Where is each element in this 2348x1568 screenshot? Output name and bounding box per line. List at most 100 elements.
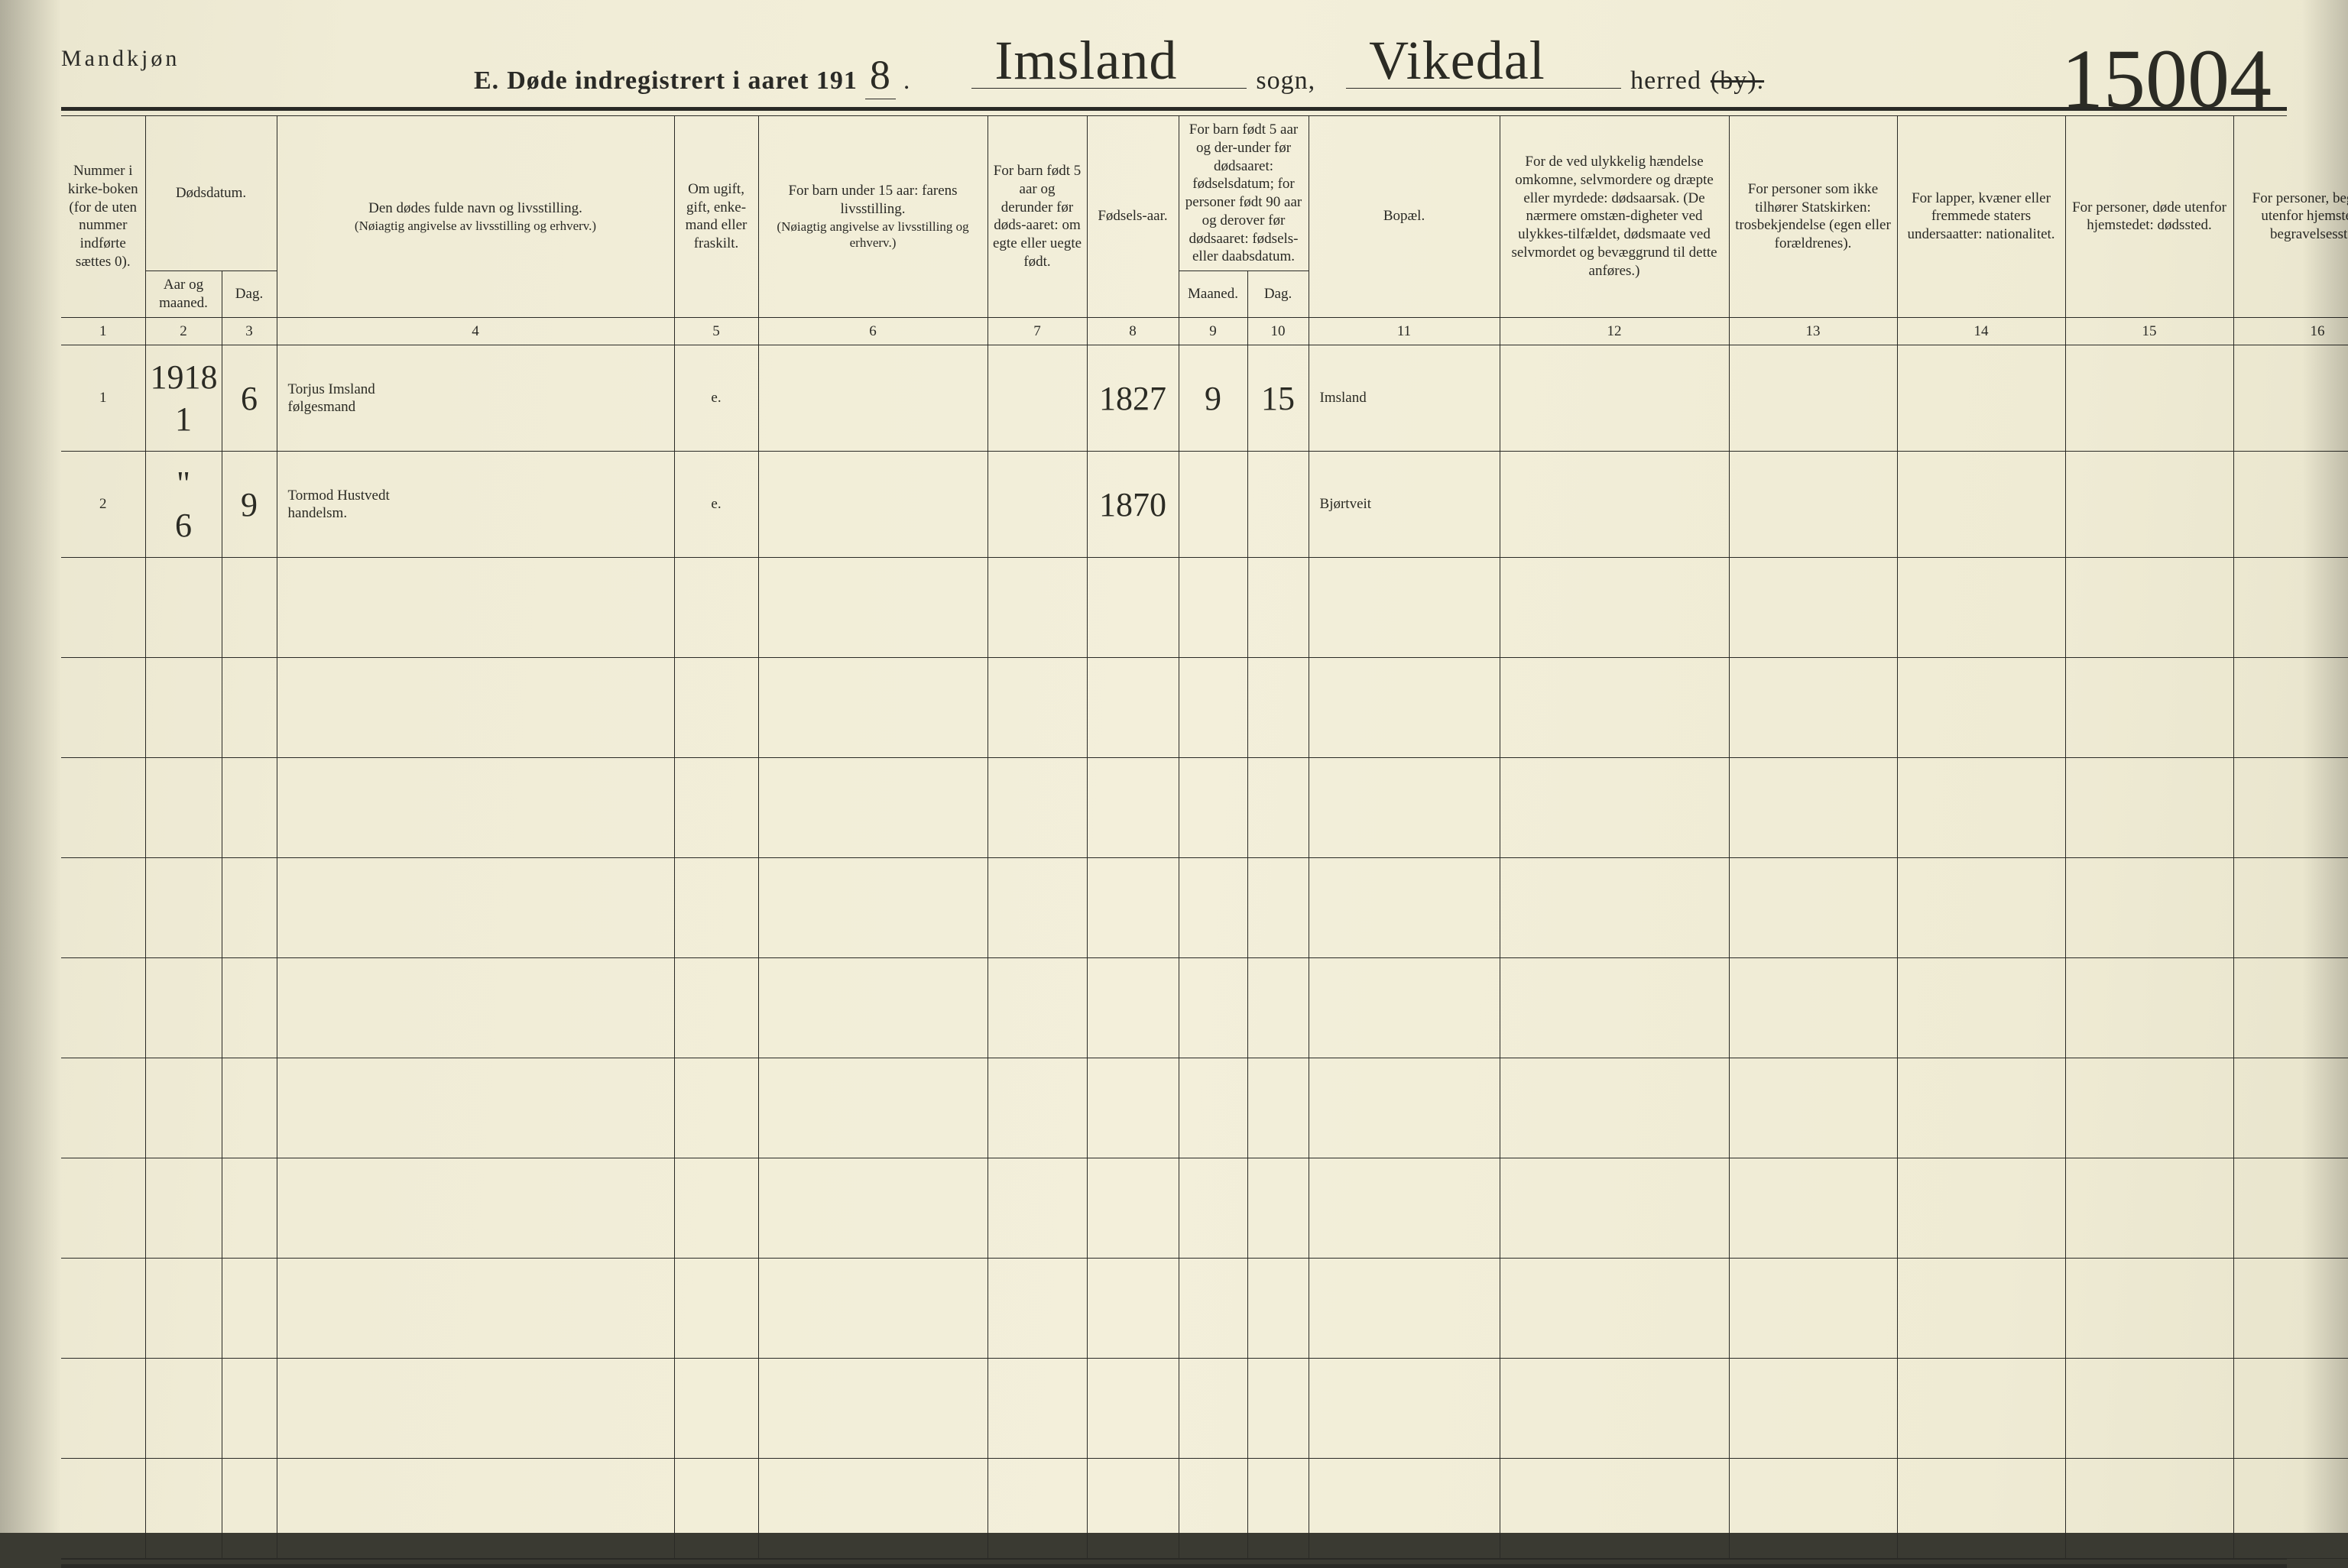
empty-cell [758, 858, 988, 958]
empty-cell [61, 658, 145, 758]
cell-name: Torjus Imslandfølgesmand [277, 345, 674, 452]
cell-burialplace [2233, 345, 2348, 452]
herred-field: Vikedal [1346, 50, 1621, 89]
empty-cell [1087, 758, 1179, 858]
cell-birth-month: 9 [1179, 345, 1247, 452]
gender-heading: Mandkjøn [61, 46, 180, 72]
cell-father [758, 452, 988, 558]
empty-cell [145, 1259, 222, 1359]
herred-struck: (by). [1711, 66, 1764, 96]
empty-cell [988, 658, 1087, 758]
empty-cell [1729, 758, 1897, 858]
page-number: 15004 [2061, 31, 2272, 128]
empty-cell [277, 1259, 674, 1359]
empty-cell [1087, 1259, 1179, 1359]
column-number: 11 [1309, 317, 1500, 345]
cell-faith [1729, 345, 1897, 452]
empty-cell [1309, 1158, 1500, 1259]
empty-cell [758, 1058, 988, 1158]
empty-cell [2233, 1359, 2348, 1459]
h-col6: For barn under 15 aar: farens livsstilli… [758, 116, 988, 317]
table-body: 1191816Torjus Imslandfølgesmande.1827915… [61, 345, 2348, 1559]
empty-cell [2233, 758, 2348, 858]
empty-cell [1729, 558, 1897, 658]
empty-cell [1247, 958, 1309, 1058]
empty-cell [61, 1259, 145, 1359]
empty-cell [2065, 1158, 2233, 1259]
column-number: 6 [758, 317, 988, 345]
table-row [61, 758, 2348, 858]
empty-cell [1087, 1459, 1179, 1559]
empty-cell [61, 858, 145, 958]
empty-cell [222, 958, 277, 1058]
empty-cell [1087, 1359, 1179, 1459]
empty-cell [758, 558, 988, 658]
empty-cell [1897, 1259, 2065, 1359]
empty-cell [674, 1359, 758, 1459]
herred-group: Vikedal herred (by). [1346, 50, 1764, 96]
column-number: 3 [222, 317, 277, 345]
cell-deathplace [2065, 345, 2233, 452]
bottom-thick-rule [61, 1564, 2287, 1568]
empty-cell [145, 558, 222, 658]
empty-cell [145, 1158, 222, 1259]
h-col15: For personer, døde utenfor hjemstedet: d… [2065, 116, 2233, 317]
empty-cell [1309, 958, 1500, 1058]
column-number: 2 [145, 317, 222, 345]
empty-cell [1729, 1459, 1897, 1559]
cell-nationality [1897, 345, 2065, 452]
empty-cell [1179, 1058, 1247, 1158]
empty-cell [674, 558, 758, 658]
empty-cell [2065, 558, 2233, 658]
column-number: 12 [1500, 317, 1729, 345]
h-col2-top: Dødsdatum. [145, 116, 277, 271]
cell-burialplace [2233, 452, 2348, 558]
cell-num: 1 [61, 345, 145, 452]
empty-cell [222, 1058, 277, 1158]
column-number: 10 [1247, 317, 1309, 345]
empty-cell [1500, 558, 1729, 658]
empty-cell [145, 858, 222, 958]
column-number: 16 [2233, 317, 2348, 345]
empty-cell [1897, 858, 2065, 958]
empty-cell [1247, 658, 1309, 758]
empty-cell [988, 758, 1087, 858]
cell-day: 6 [222, 345, 277, 452]
h-col6a: For barn under 15 aar: farens livsstilli… [764, 182, 983, 219]
empty-cell [277, 658, 674, 758]
sogn-value: Imsland [994, 29, 1177, 92]
empty-cell [758, 1459, 988, 1559]
empty-cell [1729, 658, 1897, 758]
empty-cell [277, 1158, 674, 1259]
empty-cell [1729, 1259, 1897, 1359]
h-col11: Bopæl. [1309, 116, 1500, 317]
cell-birth-day [1247, 452, 1309, 558]
year-suffix: 8 [865, 51, 896, 99]
empty-cell [1500, 858, 1729, 958]
empty-cell [1087, 1058, 1179, 1158]
empty-cell [1179, 1459, 1247, 1559]
sogn-field: Imsland [971, 50, 1247, 89]
empty-cell [1309, 758, 1500, 858]
empty-cell [988, 1259, 1087, 1359]
table-row [61, 1058, 2348, 1158]
cell-nationality [1897, 452, 2065, 558]
cell-num: 2 [61, 452, 145, 558]
empty-cell [61, 1158, 145, 1259]
cell-faith [1729, 452, 1897, 558]
empty-cell [1897, 1459, 2065, 1559]
empty-cell [2233, 1259, 2348, 1359]
empty-cell [674, 958, 758, 1058]
empty-cell [1087, 658, 1179, 758]
empty-cell [758, 1259, 988, 1359]
h-col2a: Aar og maaned. [145, 271, 222, 318]
empty-cell [145, 758, 222, 858]
table-row [61, 1459, 2348, 1559]
empty-cell [277, 958, 674, 1058]
cell-legit [988, 345, 1087, 452]
empty-cell [674, 658, 758, 758]
empty-cell [1247, 1158, 1309, 1259]
empty-cell [988, 858, 1087, 958]
empty-cell [2233, 658, 2348, 758]
empty-cell [1247, 558, 1309, 658]
